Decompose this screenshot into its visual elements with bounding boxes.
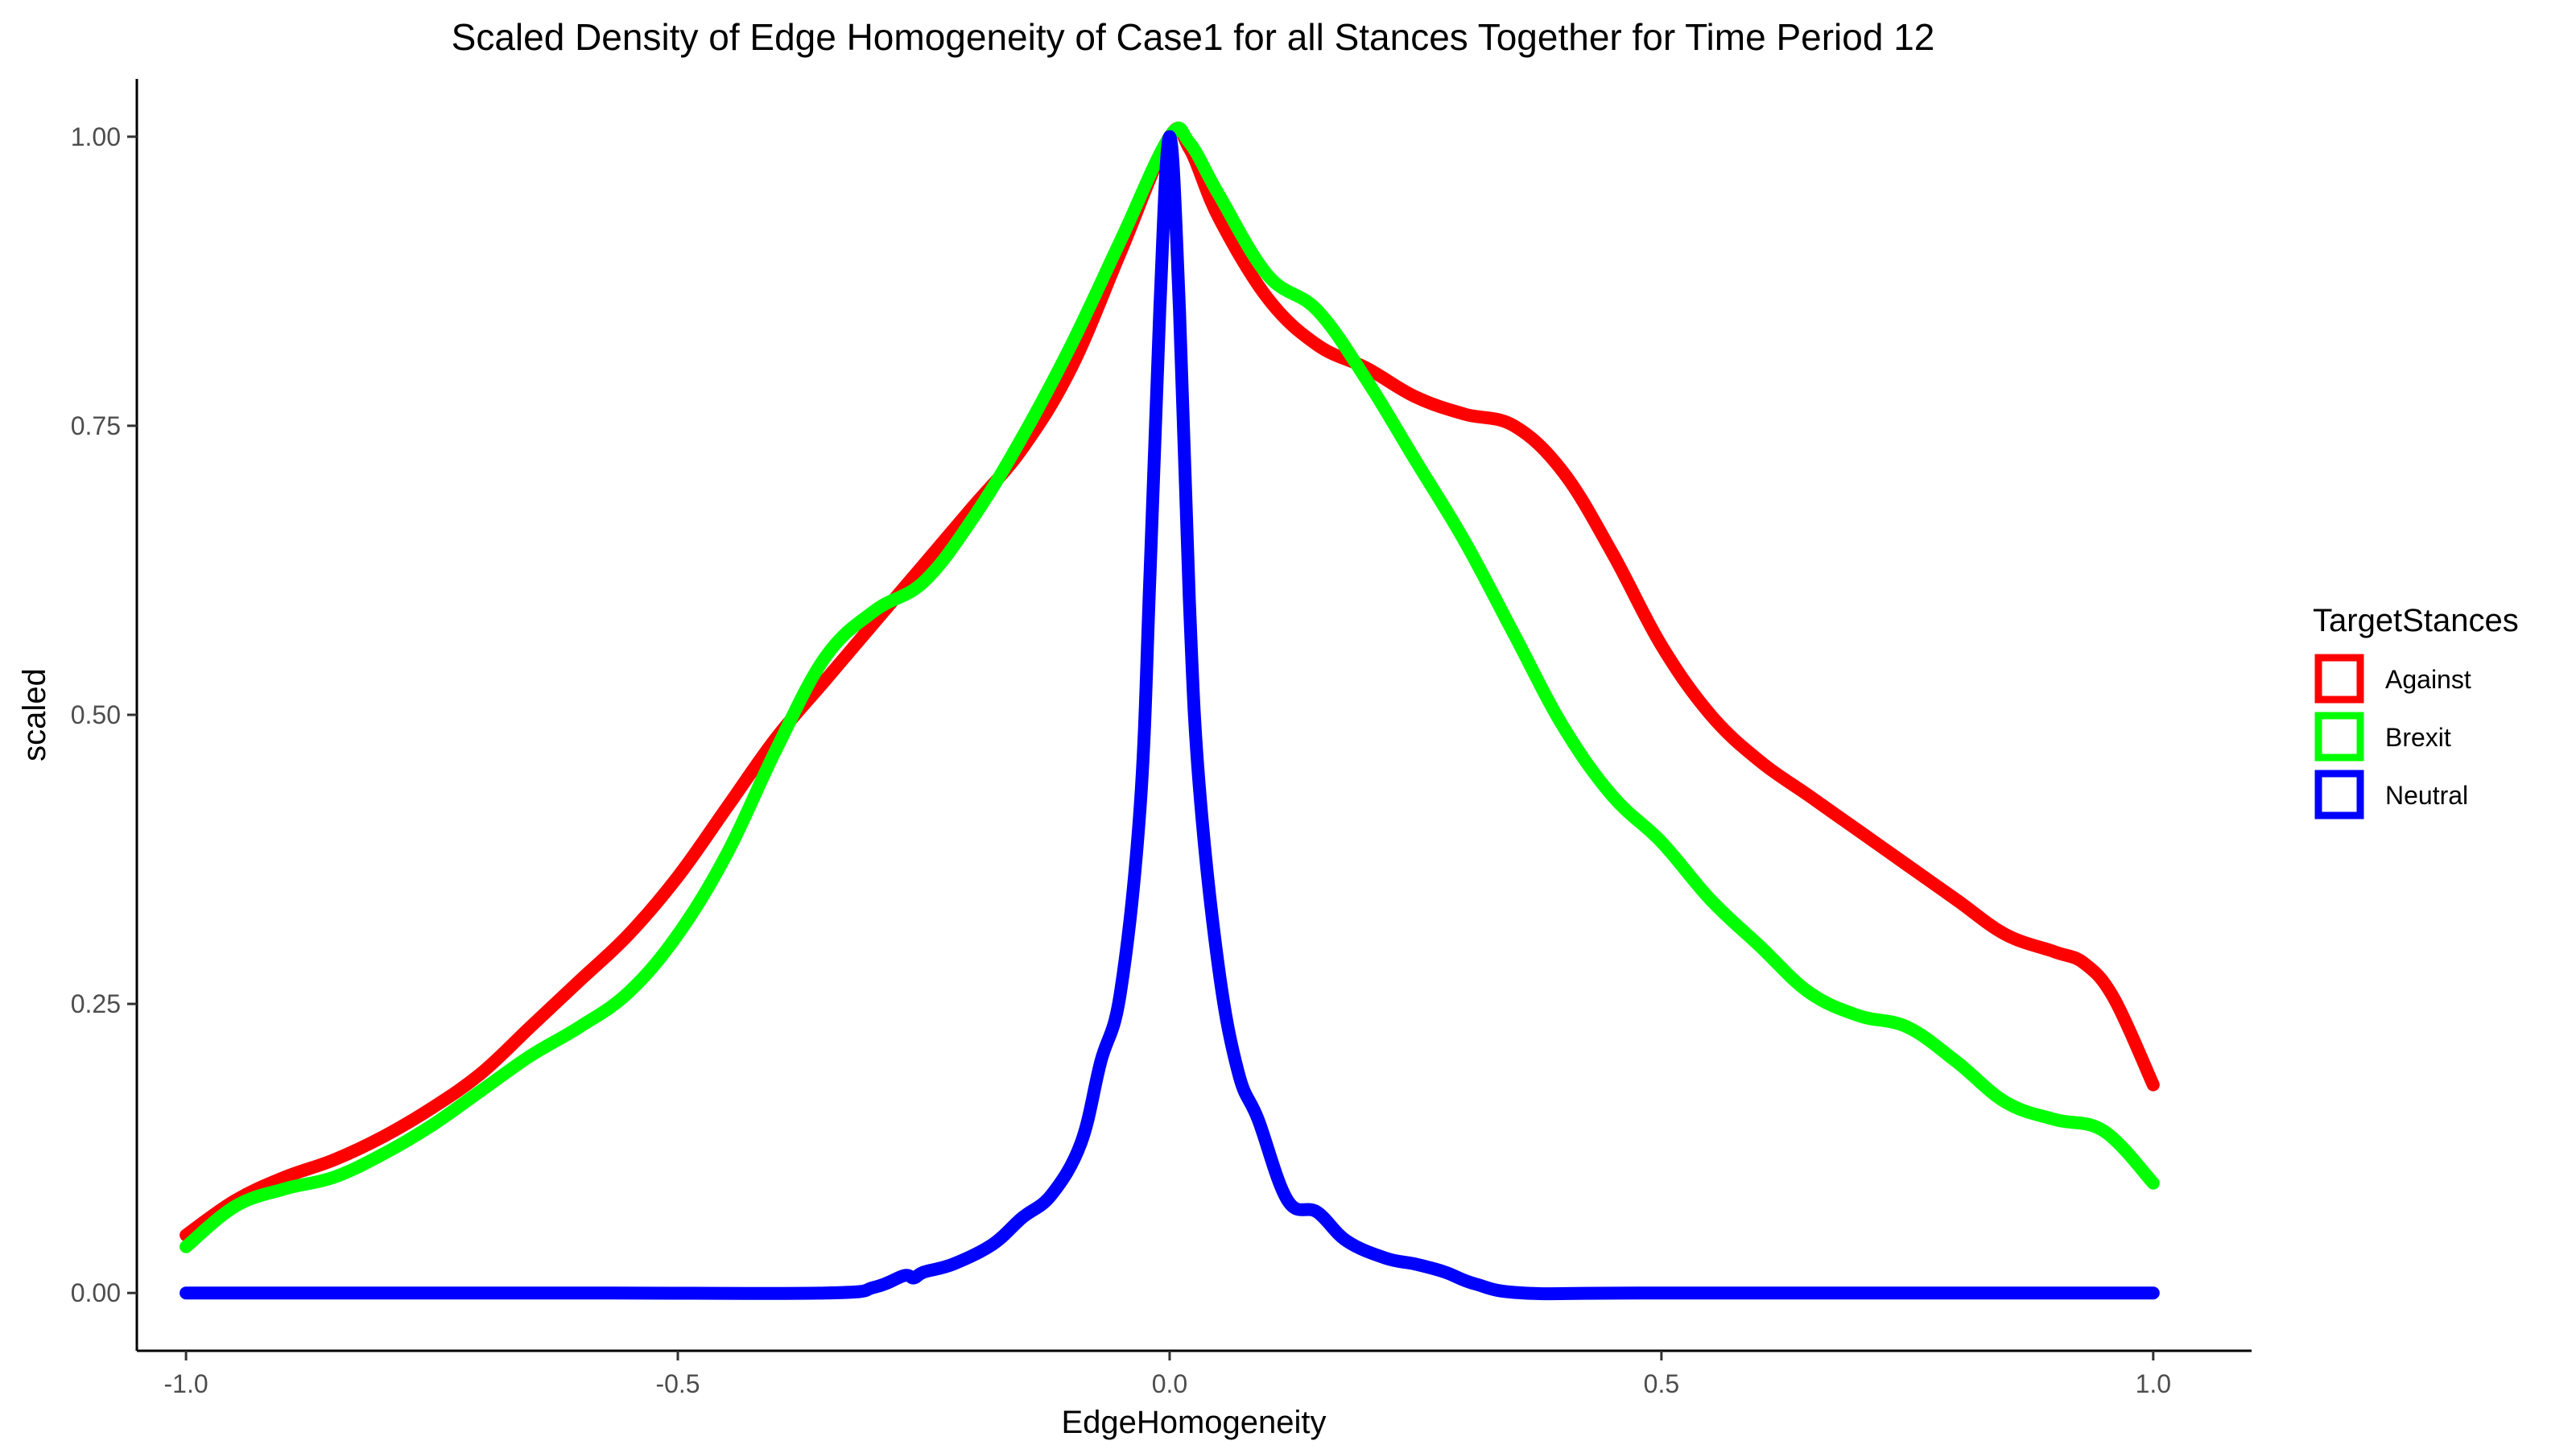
x-tick-label: 1.0 (2136, 1369, 2171, 1398)
legend-label-against: Against (2385, 665, 2471, 694)
y-tick-label: 1.00 (71, 122, 121, 151)
legend-key-against (2314, 654, 2364, 704)
chart-title: Scaled Density of Edge Homogeneity of Ca… (452, 16, 1935, 58)
x-tick-label: -1.0 (164, 1369, 208, 1398)
x-tick-label: 0.5 (1644, 1369, 1679, 1398)
legend: TargetStances Against Brexit Neutral (2313, 603, 2519, 819)
x-tick-label: -0.5 (655, 1369, 700, 1398)
y-tick-label: 0.25 (71, 989, 121, 1018)
y-tick-label: 0.50 (71, 700, 121, 729)
x-axis-ticks: -1.0 -0.5 0.0 0.5 1.0 (164, 1351, 2171, 1398)
series-line-brexit (180, 122, 2160, 1253)
y-tick-label: 0.00 (71, 1278, 121, 1307)
series-line-against (180, 122, 2160, 1242)
plot-area (180, 122, 2160, 1301)
legend-key-neutral (2314, 770, 2364, 819)
legend-title: TargetStances (2313, 603, 2519, 638)
y-tick-label: 0.75 (71, 411, 121, 440)
legend-label-brexit: Brexit (2385, 723, 2451, 752)
y-axis-title: scaled (17, 668, 52, 762)
legend-label-neutral: Neutral (2385, 781, 2468, 810)
x-axis-title: EdgeHomogeneity (1061, 1405, 1326, 1440)
series-line-neutral (180, 130, 2160, 1301)
y-axis-ticks: 0.00 0.25 0.50 0.75 1.00 (71, 122, 137, 1307)
x-tick-label: 0.0 (1152, 1369, 1187, 1398)
legend-key-brexit (2314, 712, 2364, 762)
